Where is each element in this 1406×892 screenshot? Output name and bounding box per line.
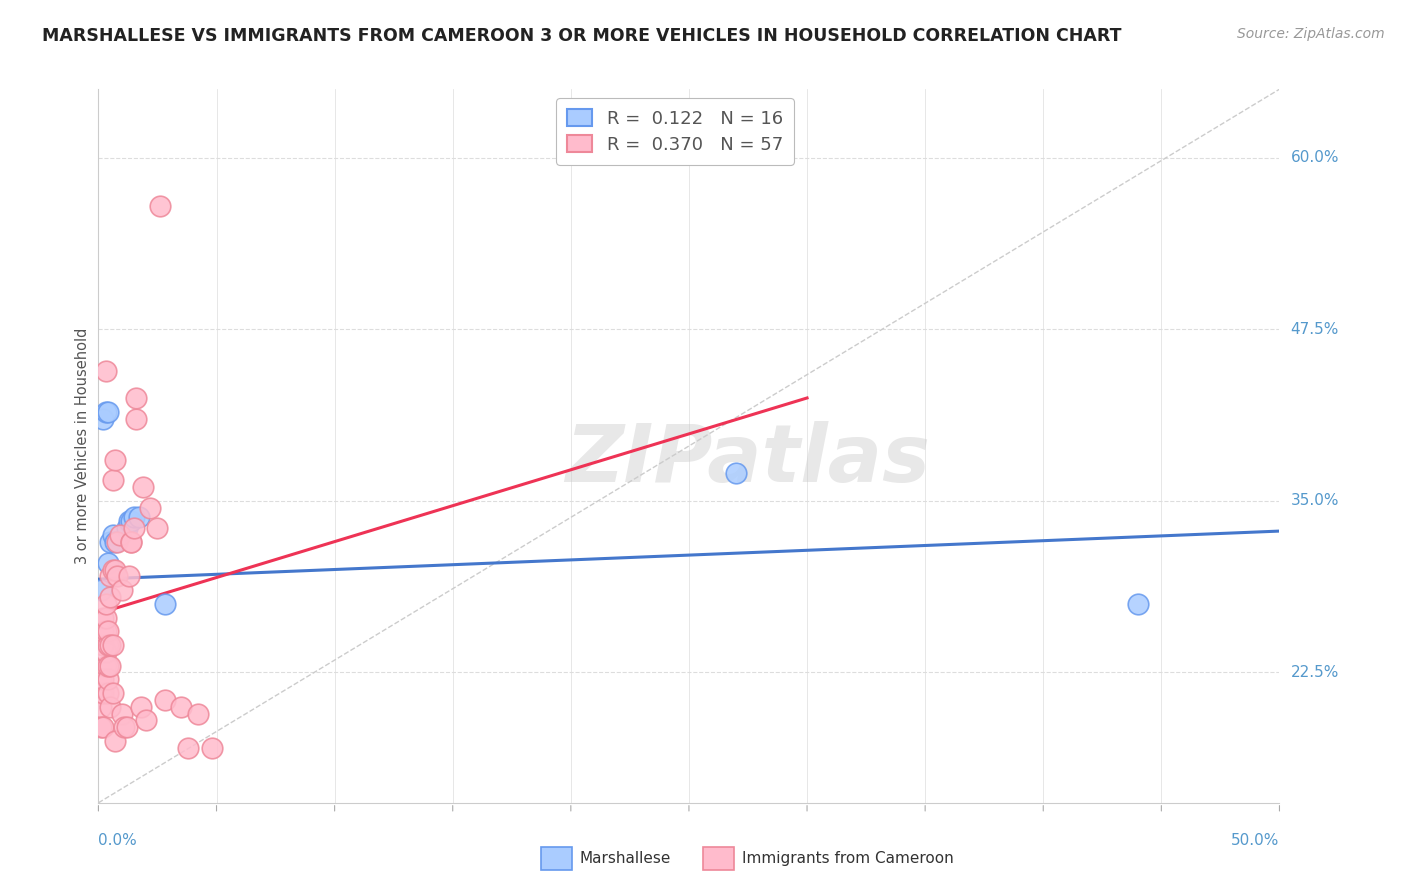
Point [121, 515, 143, 529]
Y-axis label: 3 or more Vehicles in Household: 3 or more Vehicles in Household [75, 328, 90, 564]
Point [177, 740, 200, 755]
Point [94, 597, 117, 611]
Point [121, 535, 143, 549]
Point [104, 452, 127, 467]
Point [98, 535, 121, 549]
Point [94, 645, 117, 659]
Text: Immigrants from Cameroon: Immigrants from Cameroon [742, 852, 955, 866]
Point [94, 405, 117, 419]
Text: 0.0%: 0.0% [98, 833, 138, 848]
Point [121, 535, 143, 549]
Point [104, 734, 127, 748]
Point [115, 521, 138, 535]
Point [132, 480, 155, 494]
Point [91, 411, 114, 425]
Point [94, 624, 117, 639]
Point [91, 720, 114, 734]
Point [170, 699, 193, 714]
Point [91, 686, 114, 700]
Point [101, 638, 124, 652]
Legend: R =  0.122   N = 16, R =  0.370   N = 57: R = 0.122 N = 16, R = 0.370 N = 57 [557, 98, 794, 165]
Point [97, 673, 120, 687]
Point [146, 521, 169, 535]
Point [104, 562, 127, 576]
Point [90, 720, 112, 734]
Point [98, 658, 121, 673]
Point [97, 686, 120, 700]
Text: 50.0%: 50.0% [1232, 833, 1279, 848]
Point [104, 535, 127, 549]
Point [91, 638, 114, 652]
Point [122, 510, 145, 524]
Point [90, 583, 112, 598]
Point [98, 569, 121, 583]
Point [97, 624, 120, 639]
Text: Source: ZipAtlas.com: Source: ZipAtlas.com [1237, 27, 1385, 41]
Point [187, 706, 209, 721]
Point [94, 658, 117, 673]
Point [101, 473, 124, 487]
Point [90, 686, 112, 700]
Point [90, 673, 112, 687]
Point [97, 658, 120, 673]
Point [111, 583, 134, 598]
Point [128, 510, 150, 524]
Point [94, 363, 117, 377]
Point [149, 199, 172, 213]
Point [108, 528, 131, 542]
Text: Marshallese: Marshallese [579, 852, 671, 866]
Point [91, 624, 114, 639]
Text: 47.5%: 47.5% [1291, 322, 1339, 337]
Point [98, 590, 121, 604]
Point [98, 699, 121, 714]
Point [135, 714, 157, 728]
Point [101, 686, 124, 700]
Point [115, 720, 138, 734]
Point [153, 597, 176, 611]
Point [101, 562, 124, 576]
Point [105, 535, 128, 549]
Point [725, 467, 748, 481]
Point [98, 638, 121, 652]
Point [153, 693, 176, 707]
Point [97, 405, 120, 419]
Point [118, 515, 141, 529]
Text: 60.0%: 60.0% [1291, 151, 1339, 165]
Point [91, 610, 114, 624]
Point [90, 699, 112, 714]
Point [97, 638, 120, 652]
Point [118, 569, 141, 583]
Point [97, 556, 120, 570]
Text: ZIPatlas: ZIPatlas [565, 421, 931, 500]
Point [101, 528, 124, 542]
Point [139, 500, 162, 515]
Point [122, 521, 145, 535]
Text: 22.5%: 22.5% [1291, 665, 1339, 680]
Point [1126, 597, 1149, 611]
Text: 35.0%: 35.0% [1291, 493, 1339, 508]
Point [201, 740, 224, 755]
Text: MARSHALLESE VS IMMIGRANTS FROM CAMEROON 3 OR MORE VEHICLES IN HOUSEHOLD CORRELAT: MARSHALLESE VS IMMIGRANTS FROM CAMEROON … [42, 27, 1122, 45]
Point [111, 706, 134, 721]
Point [125, 411, 148, 425]
Point [105, 569, 128, 583]
Point [94, 610, 117, 624]
Point [125, 391, 148, 405]
Point [91, 673, 114, 687]
Point [129, 699, 152, 714]
Point [112, 720, 135, 734]
